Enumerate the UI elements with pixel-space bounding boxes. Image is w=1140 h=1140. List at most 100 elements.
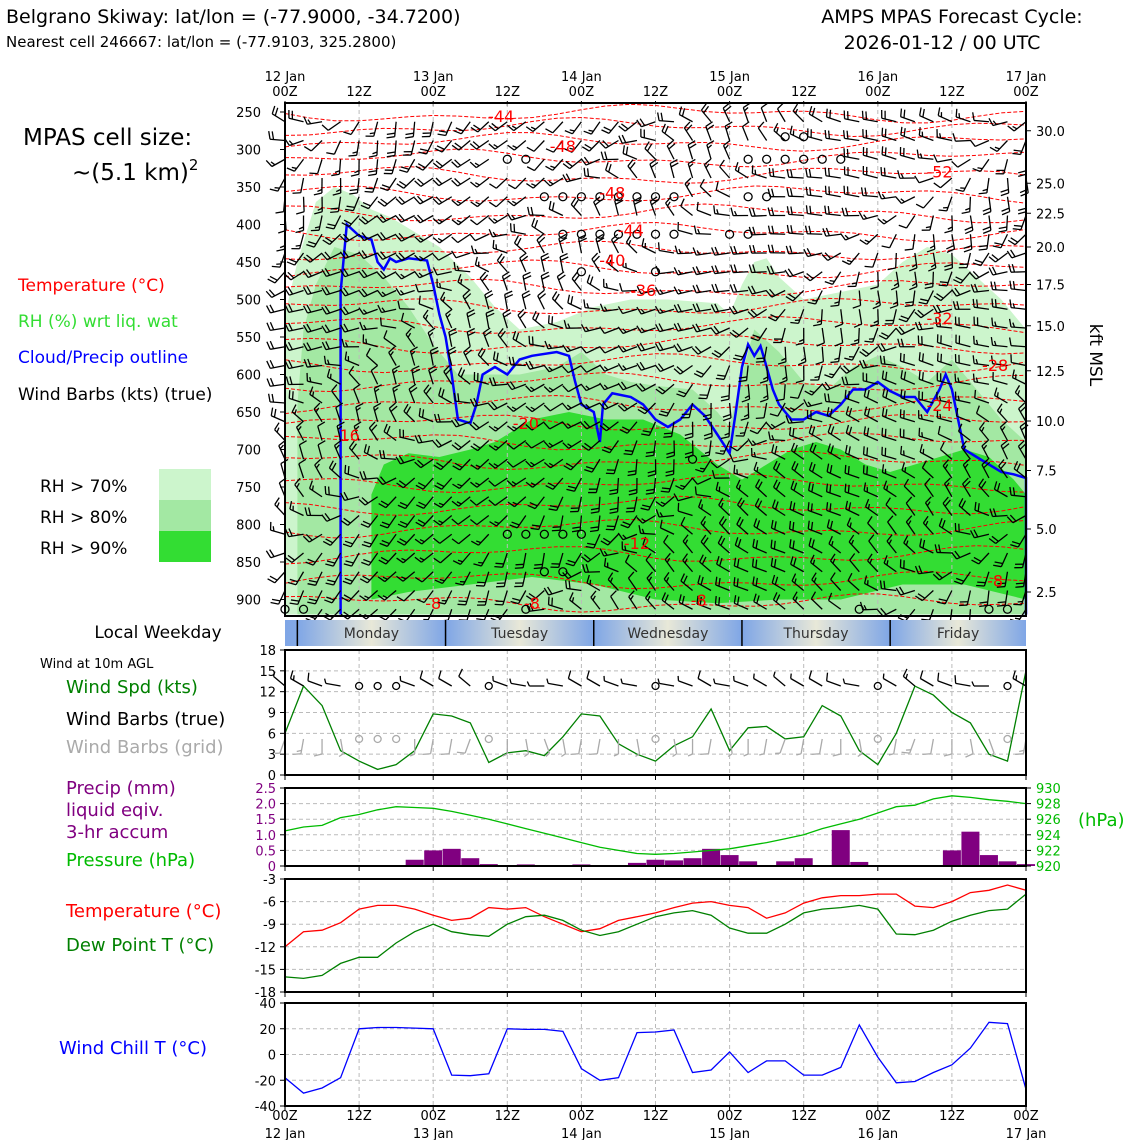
barb-feather bbox=[291, 404, 297, 413]
barb-feather bbox=[738, 376, 748, 379]
upper-wind-barb bbox=[358, 288, 378, 298]
wind-barb-true bbox=[603, 675, 619, 687]
barb-feather bbox=[991, 535, 999, 542]
barb-feather bbox=[714, 246, 719, 255]
barb-feather bbox=[302, 535, 310, 543]
barb-feather bbox=[456, 219, 462, 224]
barb-feather bbox=[423, 384, 430, 392]
barb-staff bbox=[441, 571, 453, 584]
barb-feather bbox=[578, 237, 587, 243]
barb-staff bbox=[649, 163, 657, 179]
barb-feather bbox=[296, 421, 304, 428]
barb-feather bbox=[1009, 280, 1012, 289]
upper-wind-barb bbox=[470, 514, 490, 526]
barb-feather bbox=[810, 591, 817, 600]
upper-wind-barb bbox=[788, 520, 804, 535]
barb-staff bbox=[400, 680, 415, 687]
barb-staff bbox=[477, 196, 490, 208]
barb-staff bbox=[291, 552, 304, 564]
barb-feather bbox=[993, 340, 997, 346]
barb-staff bbox=[457, 177, 471, 187]
barb-feather bbox=[888, 753, 894, 756]
barb-feather bbox=[771, 225, 775, 234]
upper-wind-barb bbox=[735, 421, 749, 437]
upper-wind-barb bbox=[418, 295, 434, 310]
upper-wind-barb bbox=[321, 341, 341, 351]
barb-feather bbox=[795, 342, 804, 346]
barb-staff bbox=[1003, 159, 1009, 174]
upper-wind-barb bbox=[473, 552, 490, 567]
upper-wind-barb bbox=[755, 346, 768, 363]
upper-wind-barb bbox=[1009, 280, 1027, 292]
calm-barb-grid bbox=[391, 734, 401, 744]
precip-bar bbox=[405, 859, 424, 866]
upper-wind-barb bbox=[408, 383, 418, 404]
barb-feather bbox=[268, 289, 276, 297]
barb-feather bbox=[549, 505, 559, 508]
barb-staff bbox=[866, 233, 879, 245]
upper-wind-barb bbox=[302, 533, 323, 543]
barb-feather bbox=[831, 540, 834, 547]
barb-staff bbox=[962, 464, 971, 479]
barb-feather bbox=[659, 289, 664, 294]
upper-wind-barb bbox=[909, 252, 918, 272]
barb-feather bbox=[452, 560, 461, 565]
barb-feather bbox=[547, 315, 550, 324]
upper-wind-barb bbox=[859, 233, 879, 245]
upper-wind-barb bbox=[645, 477, 657, 495]
barb-feather bbox=[827, 393, 830, 402]
barb-feather bbox=[638, 525, 642, 534]
barb-staff bbox=[607, 533, 619, 546]
barb-staff bbox=[476, 177, 490, 188]
upper-wind-barb bbox=[901, 462, 916, 479]
barb-staff bbox=[862, 136, 878, 142]
upper-wind-barb bbox=[386, 140, 397, 158]
barb-feather bbox=[664, 552, 671, 561]
top-hour-label: 00Z bbox=[420, 85, 446, 100]
barb-feather bbox=[659, 512, 664, 517]
barb-feather bbox=[644, 141, 650, 149]
upper-wind-barb bbox=[919, 443, 934, 460]
upper-wind-barb bbox=[803, 399, 823, 408]
barb-staff bbox=[579, 515, 583, 531]
barb-feather bbox=[901, 462, 906, 471]
upper-wind-barb bbox=[990, 355, 1008, 367]
barb-staff bbox=[771, 582, 786, 592]
barb-feather bbox=[1000, 192, 1009, 197]
upper-wind-barb bbox=[396, 177, 416, 189]
barb-feather bbox=[580, 402, 587, 410]
barb-feather bbox=[827, 168, 831, 177]
barb-staff bbox=[587, 552, 601, 563]
barb-feather bbox=[747, 311, 755, 318]
barb-feather bbox=[828, 535, 833, 544]
barb-staff bbox=[828, 599, 842, 610]
calm-barb-true bbox=[391, 681, 401, 691]
barb-staff bbox=[448, 331, 453, 347]
barb-feather bbox=[599, 346, 606, 354]
barb-feather bbox=[847, 572, 853, 581]
barb-feather bbox=[974, 501, 977, 511]
barb-staff bbox=[881, 363, 897, 367]
barb-feather bbox=[883, 555, 888, 564]
precip-bar bbox=[461, 858, 480, 866]
barb-feather bbox=[348, 154, 357, 157]
barb-staff bbox=[325, 493, 341, 498]
upper-wind-barb bbox=[274, 422, 286, 441]
barb-staff bbox=[840, 327, 844, 343]
bottom-hour-label: 00Z bbox=[717, 1109, 743, 1124]
barb-staff bbox=[955, 139, 971, 142]
upper-wind-barb bbox=[881, 233, 897, 249]
barb-feather bbox=[866, 389, 870, 399]
barb-feather bbox=[470, 181, 478, 188]
barb-feather bbox=[374, 384, 382, 389]
barb-feather bbox=[884, 128, 887, 138]
barb-staff bbox=[423, 590, 434, 603]
barb-feather bbox=[736, 516, 742, 525]
barb-staff bbox=[364, 214, 378, 225]
upper-wind-barb bbox=[326, 140, 342, 155]
barb-feather bbox=[569, 592, 574, 601]
barb-staff bbox=[900, 589, 916, 596]
precip-bar bbox=[665, 860, 684, 866]
panel-frame bbox=[284, 1002, 1027, 1107]
